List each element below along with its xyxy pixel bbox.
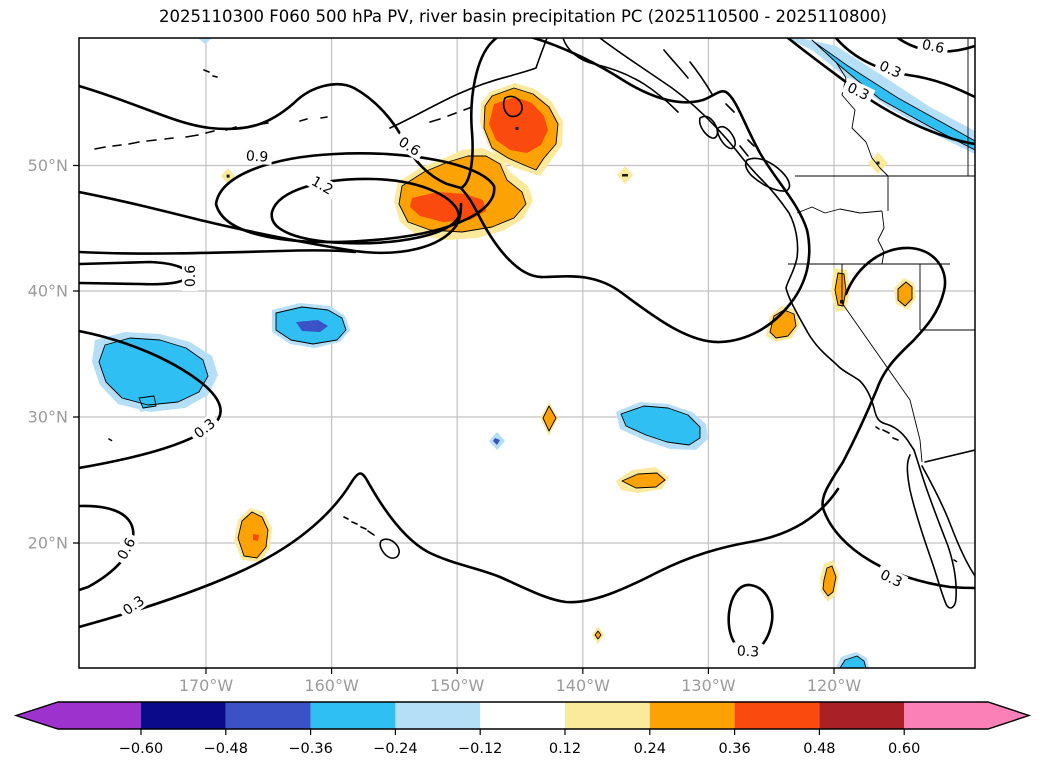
contour-0p3-bottom-wave: [79, 472, 840, 629]
contour-label-0p6-c: 0.6: [182, 261, 199, 291]
contour-0p6-lower-left: [79, 504, 135, 592]
coastline-islands-misc: [108, 426, 958, 563]
colorbar-seg-neg-light: [395, 702, 481, 729]
contour-0p6-under-sweep-lower: [79, 249, 357, 255]
colorbar-label-p060: 0.60: [888, 741, 920, 757]
contour-0p3-mid-left: [79, 329, 222, 470]
colorbar-seg-pos-orangered: [734, 702, 820, 729]
contour-0p6-ridge-loop: [459, 38, 811, 344]
contour-label-0p6-b: 0.6: [916, 37, 950, 57]
colorbar-label-m036: −0.36: [288, 741, 332, 757]
y-tick-50N: 50°N: [28, 156, 68, 175]
x-tick-150W: 150°W: [430, 676, 485, 695]
contour-0p3-ne-bold: [786, 38, 975, 146]
colorbar-seg-neg-navy: [141, 702, 226, 729]
contour-label-0p9: 0.9: [241, 146, 273, 166]
colorbar-seg-neg-cyan: [310, 702, 396, 729]
axis-ticks: [73, 164, 835, 674]
colorbar-seg-pos-khaki: [565, 702, 650, 729]
x-tick-160W: 160°W: [304, 676, 359, 695]
shading-pos-orange: [237, 87, 913, 640]
colorbar-label-p024: 0.24: [634, 741, 666, 757]
colorbar-outline: [13, 701, 1032, 730]
contour-0p6-under-sweep-upper: [79, 190, 463, 255]
colorbar-right-arrow: [904, 702, 1029, 729]
coastline-bc-panhandle-islands: [663, 49, 791, 192]
x-tick-140W: 140°W: [556, 676, 611, 695]
state-province-borders: [788, 38, 975, 463]
coastline-us-west: [761, 179, 915, 451]
colorbar-seg-white: [480, 702, 565, 729]
colorbar-ticks: [140, 729, 905, 735]
colorbar-label-p048: 0.48: [803, 741, 835, 757]
shading-neg-cyan: [98, 39, 975, 668]
colorbar-seg-pos-orange: [649, 702, 735, 729]
y-tick-20N: 20°N: [28, 534, 68, 553]
colorbar-label-m024: −0.24: [373, 741, 417, 757]
colorbar-label-p036: 0.36: [718, 741, 750, 757]
x-tick-170W: 170°W: [179, 676, 234, 695]
coastline-baja-gulf: [906, 449, 975, 609]
y-tick-30N: 30°N: [28, 408, 68, 427]
figure-title: 2025110300 F060 500 hPa PV, river basin …: [159, 7, 887, 26]
svg-text:0.6: 0.6: [920, 37, 945, 57]
contour-label-0p3-e: 0.3: [732, 642, 764, 661]
contour-0p3-ne-thin: [834, 38, 975, 99]
plot-frame: [78, 37, 976, 669]
colorbar-left-arrow: [16, 702, 141, 729]
coastline-alaska: [389, 38, 763, 181]
colorbar-seg-pos-firebrick: [819, 702, 905, 729]
svg-text:0.6: 0.6: [183, 265, 199, 287]
colorbar-label-m048: −0.48: [204, 741, 248, 757]
svg-text:0.9: 0.9: [245, 148, 268, 166]
colorbar-label-m012: −0.12: [458, 741, 502, 757]
contour-label-0p6-d: 0.6: [112, 531, 141, 566]
y-tick-40N: 40°N: [28, 282, 68, 301]
colorbar: −0.60 −0.48 −0.36 −0.24 −0.12 0.12 0.24 …: [13, 701, 1032, 757]
x-tick-130W: 130°W: [681, 676, 736, 695]
colorbar-seg-neg-royal: [225, 702, 311, 729]
colorbar-label-p012: 0.12: [549, 741, 581, 757]
colorbar-label-m060: −0.60: [119, 741, 163, 757]
x-tick-120W: 120°W: [807, 676, 862, 695]
svg-text:0.3: 0.3: [736, 643, 759, 660]
